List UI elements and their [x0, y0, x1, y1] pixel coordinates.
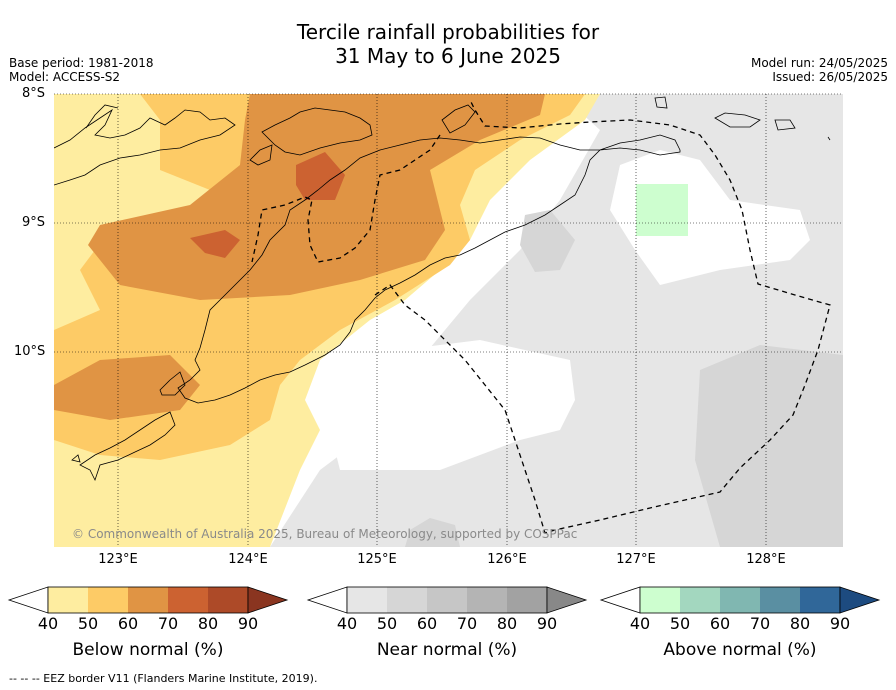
- below-normal-60-south: [54, 355, 200, 420]
- coastlines: [54, 96, 831, 482]
- model-run: Model run: 24/05/2025: [750, 56, 888, 70]
- colorbar-tick-label: 90: [536, 614, 558, 633]
- lon-label-124e: 124°E: [228, 552, 268, 567]
- colorbar-below: [7, 586, 289, 614]
- colorbar-extend-high: [247, 586, 289, 614]
- lon-label-126e: 126°E: [487, 552, 527, 567]
- eez-footnote: -- -- -- EEZ border V11 (Flanders Marine…: [9, 672, 318, 685]
- colorbar-extend-high: [839, 586, 881, 614]
- colorbar-segment: [208, 587, 248, 613]
- gridlines: [54, 93, 843, 547]
- lon-label-127e: 127°E: [616, 552, 656, 567]
- colorbar-tick-label: 90: [829, 614, 851, 633]
- lat-label-9s: 9°S: [22, 215, 46, 230]
- colorbar-segment: [720, 587, 760, 613]
- colorbar-above: [599, 586, 881, 614]
- colorbar-tick-label: 40: [336, 614, 358, 633]
- colorbar-tick-label: 50: [376, 614, 398, 633]
- colorbar-segment: [347, 587, 387, 613]
- colorbar-title-above: Above normal (%): [663, 640, 817, 660]
- base-period: Base period: 1981-2018: [9, 56, 154, 70]
- colorbar-tick-label: 90: [237, 614, 259, 633]
- near-normal-50-east: [695, 345, 843, 547]
- colorbar-extend-low: [306, 586, 348, 614]
- map-title-line1: Tercile rainfall probabilities for: [296, 20, 600, 44]
- map-title-line2: 31 May to 6 June 2025: [335, 44, 561, 68]
- colorbar-segment: [640, 587, 680, 613]
- below-normal-70-patch-b: [190, 230, 240, 258]
- colorbar-tick-label: 40: [629, 614, 651, 633]
- colorbar-tick-label: 60: [117, 614, 139, 633]
- colorbar-tick-label: 40: [37, 614, 59, 633]
- probability-shading: [54, 94, 843, 547]
- colorbar-tick-label: 50: [77, 614, 99, 633]
- model-name: Model: ACCESS-S2: [9, 70, 121, 84]
- colorbar-segment: [387, 587, 427, 613]
- lat-label-8s: 8°S: [22, 86, 46, 101]
- colorbar-segment: [427, 587, 467, 613]
- near-normal-50-south: [405, 518, 460, 547]
- colorbar-tick-label: 80: [789, 614, 811, 633]
- below-normal-70-patch-a: [296, 152, 345, 200]
- colorbar-title-near: Near normal (%): [376, 640, 518, 660]
- colorbar-segment: [800, 587, 840, 613]
- lon-label-128e: 128°E: [746, 552, 786, 567]
- colorbar-segment: [48, 587, 88, 613]
- lon-label-125e: 125°E: [357, 552, 397, 567]
- colorbar-title-below: Below normal (%): [72, 640, 224, 660]
- colorbar-segment: [507, 587, 547, 613]
- colorbar-segment: [680, 587, 720, 613]
- near-normal-50-centre: [520, 210, 575, 272]
- eez-border: [251, 99, 831, 534]
- copyright-notice: © Commonwealth of Australia 2025, Bureau…: [72, 527, 578, 541]
- colorbar-extend-low: [7, 586, 49, 614]
- colorbar-segment: [467, 587, 507, 613]
- colorbar-segment: [168, 587, 208, 613]
- colorbar-tick-label: 70: [157, 614, 179, 633]
- lon-label-123e: 123°E: [98, 552, 138, 567]
- colorbar-segment: [88, 587, 128, 613]
- colorbar-tick-label: 80: [496, 614, 518, 633]
- colorbar-tick-label: 60: [709, 614, 731, 633]
- issued-date: Issued: 26/05/2025: [772, 70, 888, 84]
- colorbar-tick-label: 80: [197, 614, 219, 633]
- colorbar-tick-label: 50: [669, 614, 691, 633]
- colorbar-tick-label: 70: [456, 614, 478, 633]
- meta-left: Base period: 1981-2018 Model: ACCESS-S2: [9, 56, 154, 84]
- colorbar-extend-low: [599, 586, 641, 614]
- colorbar-segment: [128, 587, 168, 613]
- meta-right: Model run: 24/05/2025 Issued: 26/05/2025: [751, 56, 888, 84]
- white-hole-north: [610, 150, 810, 285]
- lat-label-10s: 10°S: [14, 344, 46, 359]
- colorbar-tick-label: 60: [416, 614, 438, 633]
- colorbar-tick-label: 70: [749, 614, 771, 633]
- colorbar-extend-high: [546, 586, 588, 614]
- colorbar-near: [306, 586, 588, 614]
- colorbar-segment: [760, 587, 800, 613]
- above-normal-patch: [636, 184, 688, 236]
